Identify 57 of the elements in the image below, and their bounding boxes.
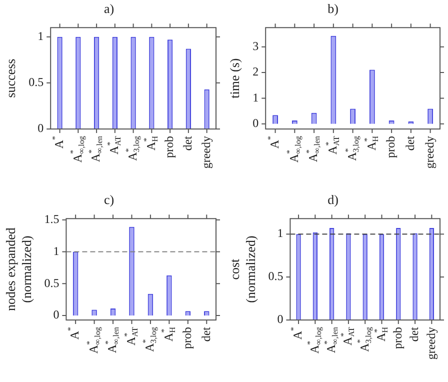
chart-title: c) — [104, 192, 114, 208]
x-tick-label: A*AT — [324, 136, 342, 154]
y-tick-label: 0 — [53, 308, 60, 322]
x-tick-label: prob — [180, 326, 194, 349]
y-tick-label: 0 — [277, 312, 284, 326]
y-tick-label: 1.5 — [44, 212, 60, 226]
x-tick-label: A*H — [160, 326, 177, 342]
x-tick-label: A*∞,len — [87, 136, 104, 162]
y-tick-label: 0.5 — [28, 75, 44, 90]
x-tick-label: A*AT — [105, 136, 123, 154]
chart-title: d) — [328, 192, 338, 208]
y-tick-label: 1 — [252, 90, 259, 104]
x-tick-label: A* — [66, 327, 82, 340]
x-tick-label: prob — [162, 136, 176, 158]
x-tick-label: A*3,log — [124, 136, 141, 161]
y-tick-label: 3 — [252, 39, 259, 54]
x-tick-label: A*H — [142, 136, 160, 150]
x-tick-label: A*AT — [122, 326, 140, 346]
x-tick-label: det — [198, 326, 213, 342]
x-tick-label: A* — [289, 327, 305, 340]
y-axis-title: cost (normalized) — [227, 236, 258, 303]
x-tick-label: A* — [266, 136, 282, 149]
y-tick-label: 0.5 — [268, 269, 284, 284]
x-tick-label: A*∞,log — [306, 326, 323, 354]
x-tick-label: A*H — [362, 136, 380, 150]
y-tick-label: 0 — [252, 116, 259, 130]
x-tick-label: A*3,log — [356, 326, 373, 352]
x-tick-label: A*∞,len — [304, 136, 322, 162]
x-tick-label: A*AT — [338, 326, 356, 346]
y-tick-label: 1 — [38, 28, 44, 43]
x-tick-label: greedy — [424, 326, 438, 360]
x-tick-label: A*∞,log — [68, 136, 86, 163]
x-tick-label: det — [180, 135, 195, 151]
x-tick-label: A*∞,log — [285, 136, 302, 163]
x-tick-label: A*H — [372, 326, 390, 342]
y-axis-title: time (s) — [227, 58, 242, 98]
chart-title: a) — [104, 1, 114, 16]
x-tick-label: A* — [50, 136, 66, 149]
y-tick-label: 0 — [38, 121, 44, 136]
y-axis-title: success — [3, 58, 18, 98]
y-tick-label: 1 — [277, 226, 284, 240]
y-tick-label: 0.5 — [44, 276, 60, 290]
x-tick-label: A*3,log — [140, 326, 158, 352]
x-tick-label: det — [407, 326, 422, 342]
x-tick-label: prob — [384, 136, 398, 158]
x-tick-label: greedy — [422, 136, 436, 169]
y-axis-title: nodes expanded (normalized) — [3, 227, 34, 311]
x-tick-label: det — [403, 135, 418, 151]
x-tick-label: greedy — [198, 136, 213, 169]
x-tick-label: A*∞,log — [84, 326, 102, 354]
x-tick-label: A*3,log — [343, 136, 360, 161]
y-tick-label: 2 — [252, 64, 259, 79]
x-tick-label: A*∞,len — [322, 326, 340, 354]
x-tick-label: prob — [390, 326, 405, 349]
x-tick-label: A*∞,len — [104, 326, 121, 354]
y-tick-label: 1 — [53, 244, 60, 258]
chart-title: b) — [328, 1, 338, 16]
